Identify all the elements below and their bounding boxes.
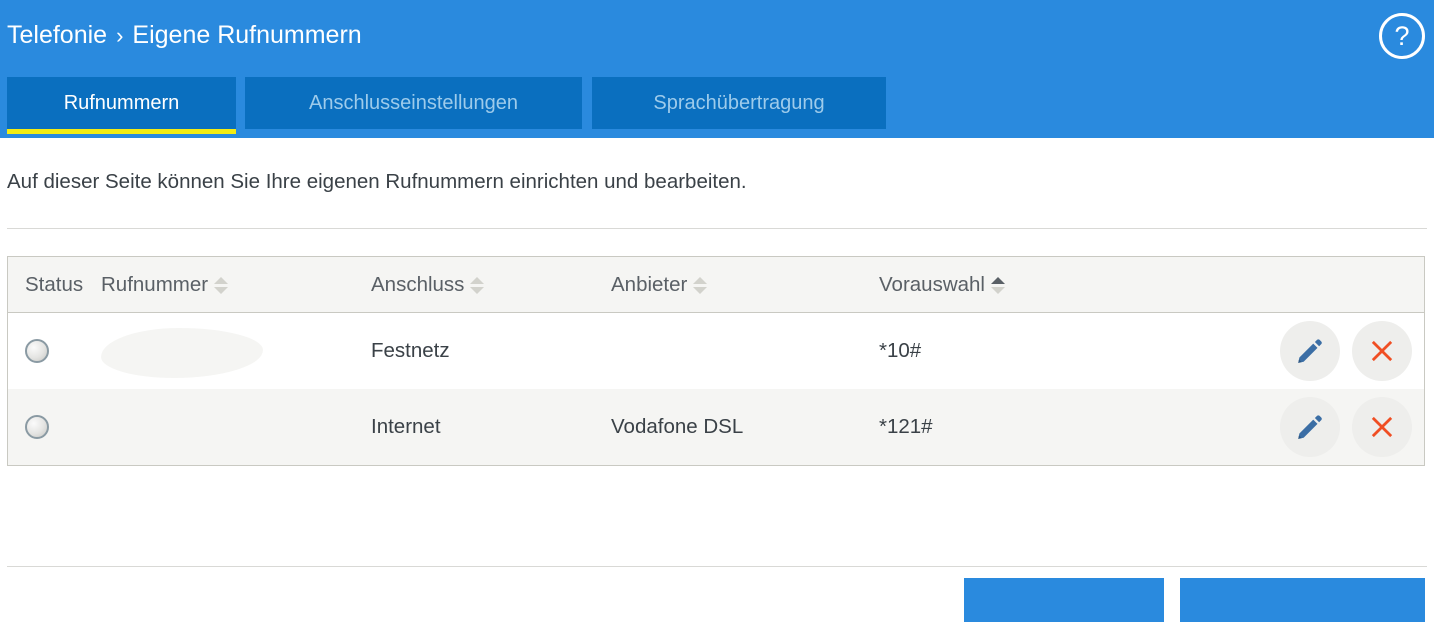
tab-rufnummern[interactable]: Rufnummern xyxy=(7,77,236,134)
column-header-status: Status xyxy=(8,273,101,297)
tab-sprachuebertragung[interactable]: Sprachübertragung xyxy=(592,77,886,129)
page-description: Auf dieser Seite können Sie Ihre eigenen… xyxy=(7,170,747,193)
row-status xyxy=(8,415,101,439)
tab-anschlusseinstellungen[interactable]: Anschlusseinstellungen xyxy=(245,77,582,129)
column-header-rufnummer-label: Rufnummer xyxy=(101,272,209,296)
column-header-vorauswahl[interactable]: Vorauswahl xyxy=(879,273,1169,297)
divider-bottom xyxy=(7,566,1427,567)
row-anschluss: Festnetz xyxy=(371,339,450,362)
breadcrumb: Telefonie › Eigene Rufnummern xyxy=(7,21,362,50)
column-header-vorauswahl-label: Vorauswahl xyxy=(879,272,985,296)
row-actions xyxy=(1169,397,1424,457)
row-vorauswahl: *10# xyxy=(879,339,922,362)
footer-secondary-button[interactable] xyxy=(1180,578,1425,622)
breadcrumb-root[interactable]: Telefonie xyxy=(7,21,108,49)
tab-strip: Rufnummern Anschlusseinstellungen Sprach… xyxy=(0,72,1434,138)
column-header-rufnummer[interactable]: Rufnummer xyxy=(101,273,371,297)
pencil-icon xyxy=(1298,339,1322,363)
row-status xyxy=(8,339,101,363)
redacted-rufnummer xyxy=(101,328,263,378)
footer-primary-button[interactable] xyxy=(964,578,1164,622)
chevron-right-icon: › xyxy=(116,23,124,48)
divider-top xyxy=(7,228,1427,229)
close-icon xyxy=(1371,340,1393,362)
table-header-row: Status Rufnummer Anschluss Anbieter Vora… xyxy=(8,257,1424,313)
status-led-icon[interactable] xyxy=(25,415,49,439)
sort-icon-anbieter[interactable] xyxy=(693,277,708,294)
pencil-icon xyxy=(1298,415,1322,439)
header-bar: Telefonie › Eigene Rufnummern ? xyxy=(0,0,1434,72)
sort-icon-anschluss[interactable] xyxy=(470,277,485,294)
sort-icon-rufnummer[interactable] xyxy=(214,277,229,294)
rufnummern-table: Status Rufnummer Anschluss Anbieter Vora… xyxy=(7,256,1425,466)
column-header-anbieter-label: Anbieter xyxy=(611,272,688,296)
status-led-icon[interactable] xyxy=(25,339,49,363)
delete-button[interactable] xyxy=(1352,321,1412,381)
table-row: Internet Vodafone DSL *121# xyxy=(8,389,1424,465)
edit-button[interactable] xyxy=(1280,321,1340,381)
column-header-anschluss-label: Anschluss xyxy=(371,272,465,296)
delete-button[interactable] xyxy=(1352,397,1412,457)
edit-button[interactable] xyxy=(1280,397,1340,457)
help-icon[interactable]: ? xyxy=(1379,13,1425,59)
close-icon xyxy=(1371,416,1393,438)
sort-icon-vorauswahl[interactable] xyxy=(990,277,1006,294)
column-header-anbieter[interactable]: Anbieter xyxy=(611,273,879,297)
column-header-anschluss[interactable]: Anschluss xyxy=(371,273,611,297)
breadcrumb-current: Eigene Rufnummern xyxy=(132,21,362,49)
row-anbieter: Vodafone DSL xyxy=(611,415,744,438)
row-anschluss: Internet xyxy=(371,415,441,438)
column-header-status-label: Status xyxy=(25,272,84,296)
row-vorauswahl: *121# xyxy=(879,415,933,438)
row-actions xyxy=(1169,321,1424,381)
row-rufnummer xyxy=(101,326,371,378)
table-row: Festnetz *10# xyxy=(8,313,1424,389)
